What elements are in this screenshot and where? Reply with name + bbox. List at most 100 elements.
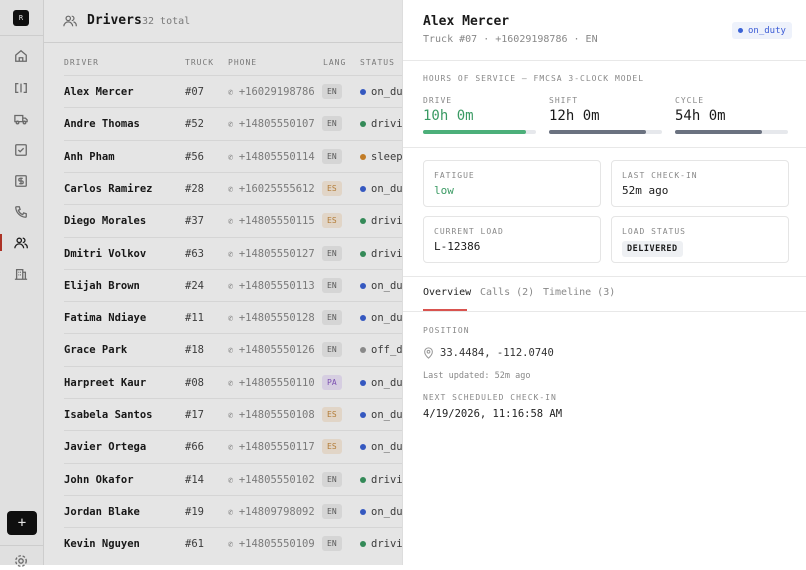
driver-name: Javier Ortega — [64, 441, 147, 454]
tab-timeline[interactable]: Timeline (3) — [543, 287, 616, 298]
active-tab-underline — [423, 309, 467, 311]
driver-name: John Okafor — [64, 473, 134, 486]
table-row[interactable]: Kevin Nguyen #61 ✆ +14805550109 EN drivi… — [64, 527, 764, 559]
status-dot — [360, 541, 366, 548]
cycle-value: 54h 0m — [675, 108, 726, 124]
driver-name: Carlos Ramirez — [64, 182, 153, 195]
col-status[interactable]: STATUS — [360, 58, 395, 67]
truck-number: #24 — [185, 279, 204, 292]
phone[interactable]: ✆ +14805550127 — [228, 248, 315, 260]
map-pin-icon — [424, 347, 433, 359]
phone-number: +14805550113 — [238, 279, 315, 292]
add-button[interactable]: + — [7, 511, 37, 535]
board-icon[interactable] — [12, 79, 30, 97]
phone-icon: ✆ — [228, 411, 239, 421]
phone[interactable]: ✆ +14805550128 — [228, 312, 315, 324]
phone-number: +14805550115 — [238, 215, 315, 228]
phone-number: +14805550114 — [238, 150, 315, 163]
home-icon[interactable] — [12, 47, 30, 65]
truck-number: #28 — [185, 182, 204, 195]
phone-icon: ✆ — [228, 314, 239, 325]
status-dot — [360, 347, 366, 354]
status-dot — [360, 282, 366, 289]
language-badge: EN — [322, 148, 342, 164]
cycle-bar — [675, 130, 788, 134]
col-truck[interactable]: TRUCK — [185, 58, 215, 67]
last-updated: Last updated: 52m ago — [423, 371, 531, 381]
phone[interactable]: ✆ +14805550117 — [228, 441, 315, 453]
phone-call-icon[interactable] — [12, 203, 30, 221]
tab-calls[interactable]: Calls (2) — [480, 287, 535, 298]
tab-overview[interactable]: Overview — [423, 287, 472, 298]
phone[interactable]: ✆ +14805550107 — [228, 118, 315, 130]
users-icon[interactable] — [12, 234, 30, 252]
phone-number: +14805550110 — [238, 376, 315, 389]
driver-name: Alex Mercer — [64, 86, 134, 98]
phone[interactable]: ✆ +14805550126 — [228, 344, 315, 356]
status-dot — [360, 153, 366, 160]
phone[interactable]: ✆ +16025555612 — [228, 183, 315, 195]
phone-number: +14805550108 — [238, 409, 315, 421]
divider — [403, 60, 806, 61]
language-badge: EN — [322, 84, 342, 99]
phone[interactable]: ✆ +14805550109 — [228, 538, 315, 550]
status-dot — [360, 315, 366, 322]
truck-number: #52 — [185, 118, 204, 131]
shift-label: SHIFT — [549, 96, 579, 105]
phone-number: +14805550126 — [238, 344, 315, 357]
status-dot — [360, 218, 366, 225]
language-badge: EN — [322, 277, 342, 293]
phone-number: +14809798092 — [238, 505, 315, 518]
progress-fill — [675, 130, 762, 134]
checkin-label: LAST CHECK-IN — [622, 171, 698, 180]
status-badge: on_duty — [732, 22, 792, 39]
load-label: CURRENT LOAD — [434, 227, 504, 236]
status-dot — [360, 508, 366, 515]
truck-number: #66 — [185, 441, 204, 454]
phone-icon: ✆ — [228, 249, 239, 260]
modal-backdrop[interactable] — [0, 0, 402, 565]
phone-icon: ✆ — [228, 88, 239, 98]
language-badge: ES — [322, 439, 342, 455]
phone-number: +14805550128 — [238, 312, 315, 325]
phone[interactable]: ✆ +14805550114 — [228, 151, 315, 163]
status-dot — [360, 412, 366, 418]
truck-number: #08 — [185, 376, 204, 389]
col-phone[interactable]: PHONE — [228, 58, 258, 67]
last-checkin-card: LAST CHECK-IN 52m ago — [611, 160, 789, 207]
phone[interactable]: ✆ +14805550102 — [228, 474, 315, 486]
sidebar: R + — [0, 0, 44, 567]
fatigue-label: FATIGUE — [434, 171, 475, 180]
driver-name: Kevin Nguyen — [64, 538, 140, 551]
hos-title: HOURS OF SERVICE — FMCSA 3-CLOCK MODEL — [423, 74, 645, 83]
next-checkin-value: 4/19/2026, 11:16:58 AM — [423, 408, 563, 420]
status-text: on_duty — [748, 25, 786, 36]
dollar-icon[interactable] — [12, 172, 30, 190]
phone[interactable]: ✆ +14805550113 — [228, 280, 315, 292]
phone[interactable]: ✆ +14805550108 — [228, 409, 315, 421]
driver-subtitle: Truck #07 · +16029198786 · EN — [423, 34, 598, 45]
phone[interactable]: ✆ +16029198786 — [228, 86, 315, 98]
position-label: POSITION — [423, 326, 470, 335]
building-icon[interactable] — [12, 265, 30, 283]
checkbox-icon[interactable] — [12, 141, 30, 159]
col-lang[interactable]: LANG — [323, 58, 347, 67]
truck-icon[interactable] — [12, 110, 30, 128]
col-driver[interactable]: DRIVER — [64, 58, 99, 67]
truck-number: #14 — [185, 473, 204, 486]
phone[interactable]: ✆ +14805550115 — [228, 215, 315, 227]
progress-fill — [423, 130, 526, 134]
phone-icon: ✆ — [228, 540, 239, 551]
status-dot — [360, 185, 366, 192]
phone[interactable]: ✆ +14809798092 — [228, 506, 315, 518]
truck-number: #18 — [185, 344, 204, 357]
language-badge: EN — [322, 503, 342, 519]
phone-icon: ✆ — [228, 346, 239, 357]
driver-name: Grace Park — [64, 344, 128, 357]
phone-number: +16025555612 — [238, 182, 315, 195]
language-badge: EN — [322, 116, 342, 132]
phone[interactable]: ✆ +14805550110 — [228, 377, 315, 389]
gear-icon[interactable] — [12, 552, 30, 570]
app-logo[interactable]: R — [13, 10, 29, 26]
driver-name: Fatima Ndiaye — [64, 312, 147, 325]
